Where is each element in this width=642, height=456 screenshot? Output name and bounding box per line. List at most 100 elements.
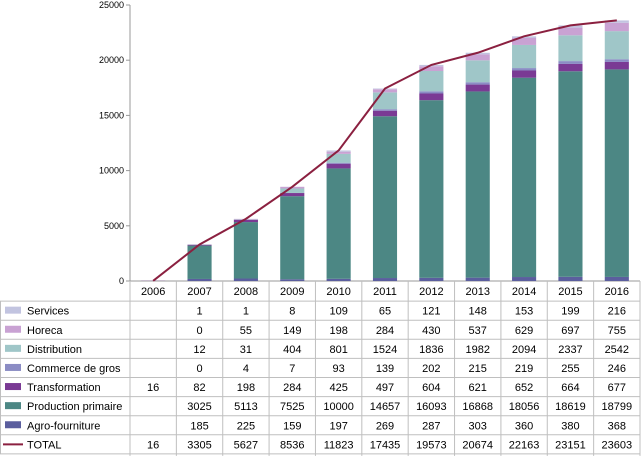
- table-value: 23603: [602, 439, 633, 451]
- table-value: 284: [376, 325, 394, 337]
- table-value: 255: [561, 363, 579, 375]
- table-value: 109: [329, 306, 347, 318]
- table-value: 629: [515, 325, 533, 337]
- x-category-label: 2012: [419, 286, 443, 298]
- bar-transformation: [604, 61, 629, 70]
- bar-agro-fourniture: [465, 277, 490, 281]
- table-value: 65: [379, 306, 391, 318]
- table-value: 284: [283, 382, 301, 394]
- bar-horeca: [604, 22, 629, 32]
- table-value: 677: [608, 382, 626, 394]
- bar-agro-fourniture: [419, 277, 444, 281]
- bar-commerce-de-gros: [372, 109, 398, 111]
- bar-agro-fourniture: [512, 277, 537, 281]
- bar-distribution: [465, 60, 490, 83]
- legend-key-swatch: [5, 383, 21, 391]
- table-value: 11823: [324, 439, 354, 451]
- bar-horeca: [558, 27, 583, 36]
- bar-production-primaire: [465, 91, 490, 278]
- table-value: 621: [469, 382, 487, 394]
- legend-key-swatch: [5, 325, 21, 333]
- table-value: 2542: [605, 344, 629, 356]
- table-value: 121: [422, 306, 440, 318]
- table-value: 18799: [602, 401, 633, 413]
- bar-distribution: [604, 31, 629, 60]
- table-value: 5627: [234, 439, 258, 451]
- y-tick-label: 15000: [99, 110, 124, 120]
- table-value: 219: [515, 363, 533, 375]
- bar-transformation: [465, 84, 490, 92]
- bar-production-primaire: [233, 222, 258, 279]
- legend-label: Commerce de gros: [27, 363, 121, 375]
- x-category-label: 2008: [234, 286, 258, 298]
- x-category-label: 2006: [141, 286, 165, 298]
- table-value: 198: [329, 325, 347, 337]
- bar-commerce-de-gros: [512, 68, 537, 71]
- table-value: 216: [608, 306, 626, 318]
- table-value: 202: [422, 363, 440, 375]
- table-value: 23151: [555, 439, 586, 451]
- bar-distribution: [280, 188, 305, 193]
- table-value: 3305: [187, 439, 211, 451]
- legend-key-swatch: [5, 306, 21, 314]
- bar-horeca: [512, 38, 537, 45]
- legend-key-swatch: [5, 402, 21, 410]
- table-value: 269: [376, 420, 394, 432]
- table-value: 148: [469, 306, 487, 318]
- bar-horeca: [372, 89, 398, 93]
- bar-production-primaire: [604, 69, 629, 277]
- bar-transformation: [233, 219, 258, 223]
- bar-transformation: [512, 70, 537, 78]
- bar-production-primaire: [372, 116, 398, 279]
- table-value: 12: [193, 344, 205, 356]
- bar-commerce-de-gros: [326, 162, 351, 164]
- table-value: 22163: [509, 439, 540, 451]
- x-category-label: 2009: [280, 286, 304, 298]
- table-value: 149: [283, 325, 301, 337]
- table-value: 225: [237, 420, 255, 432]
- table-value: 0: [196, 363, 202, 375]
- table-value: 664: [561, 382, 579, 394]
- bar-agro-fourniture: [326, 278, 351, 281]
- bar-production-primaire: [419, 100, 444, 278]
- bar-distribution: [512, 44, 537, 69]
- table-value: 16093: [416, 401, 447, 413]
- x-category-label: 2013: [465, 286, 489, 298]
- table-value: 652: [515, 382, 533, 394]
- bar-distribution: [419, 70, 444, 92]
- table-value: 3025: [187, 401, 211, 413]
- bar-commerce-de-gros: [558, 61, 583, 64]
- table-value: 198: [237, 382, 255, 394]
- table-value: 31: [240, 344, 252, 356]
- bar-agro-fourniture: [280, 279, 305, 281]
- table-value: 18056: [509, 401, 540, 413]
- table-value: 368: [608, 420, 626, 432]
- table-value: 17435: [370, 439, 401, 451]
- table-value: 425: [329, 382, 347, 394]
- table-value: 4: [243, 363, 249, 375]
- y-tick-label: 5000: [104, 221, 124, 231]
- legend-key-swatch: [5, 344, 21, 352]
- legend-label: Transformation: [27, 382, 101, 394]
- table-value: 20674: [462, 439, 493, 451]
- legend-label: Services: [27, 306, 70, 318]
- bar-production-primaire: [512, 77, 537, 278]
- bar-horeca: [465, 54, 490, 61]
- table-value: 755: [608, 325, 626, 337]
- bar-services: [604, 20, 629, 23]
- table-value: 287: [422, 420, 440, 432]
- y-tick-label: 25000: [99, 0, 124, 10]
- table-value: 8: [289, 306, 295, 318]
- table-value: 185: [190, 420, 208, 432]
- table-value: 8536: [280, 439, 304, 451]
- table-value: 697: [561, 325, 579, 337]
- table-value: 1982: [465, 344, 489, 356]
- table-value: 246: [608, 363, 626, 375]
- table-value: 10000: [323, 401, 354, 413]
- table-value: 139: [376, 363, 394, 375]
- bar-agro-fourniture: [372, 278, 398, 281]
- bar-agro-fourniture: [558, 276, 583, 281]
- table-value: 16: [147, 439, 159, 451]
- table-value: 16868: [462, 401, 493, 413]
